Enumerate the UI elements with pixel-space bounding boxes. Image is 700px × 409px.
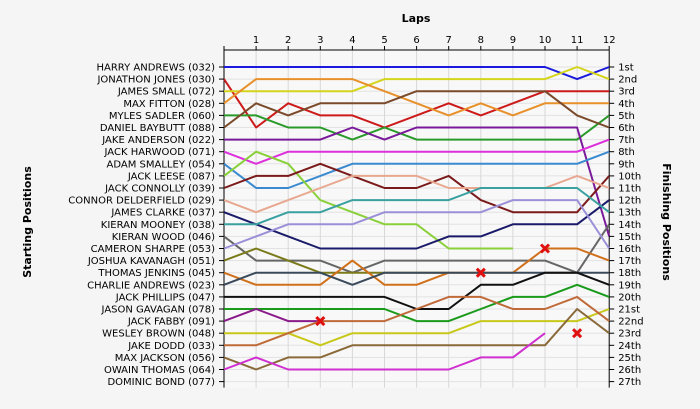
finish-position-label: 3rd: [618, 87, 635, 98]
lap-tick-label: 11: [571, 35, 584, 46]
finish-position-label: 13th: [618, 208, 641, 219]
driver-line: [223, 150, 610, 189]
finish-position-label: 1st: [618, 63, 634, 74]
finish-position-label: 4th: [618, 99, 635, 110]
start-position-label: CHARLIE ANDREWS (023): [87, 280, 215, 291]
start-position-label: MAX JACKSON (056): [115, 353, 215, 364]
series-lines: [223, 66, 611, 371]
dnf-marker: [539, 243, 551, 254]
finish-position-label: 14th: [618, 220, 641, 231]
finish-position-label: 5th: [618, 111, 635, 122]
start-position-label: CAMERON SHARPE (053): [91, 244, 215, 255]
finish-position-label: 22nd: [618, 317, 643, 328]
start-position-label: OWAIN THOMAS (064): [104, 365, 215, 376]
driver-line: [224, 114, 610, 141]
dnf-marker-stroke: [315, 316, 326, 327]
finish-position-label: 11th: [618, 184, 641, 195]
lap-tick-label: 3: [317, 35, 323, 46]
driver-line: [223, 90, 610, 129]
start-position-label: WESLEY BROWN (048): [102, 329, 215, 340]
finish-position-label: 25th: [618, 353, 641, 364]
driver-line: [223, 162, 610, 214]
driver-line: [223, 308, 610, 371]
start-position-label: JACK FABBY (091): [127, 317, 215, 328]
left-axis-label: Starting Positions: [21, 166, 34, 278]
start-position-label: KIERAN MOONEY (038): [101, 220, 215, 231]
start-position-label: HARRY ANDREWS (032): [97, 63, 216, 74]
lap-tick-label: 8: [478, 35, 484, 46]
lap-tick-label: 7: [446, 35, 452, 46]
dnf-marker: [475, 267, 486, 278]
lap-tick-label: 4: [349, 35, 355, 46]
dnf-marker: [315, 316, 326, 327]
chart-title: Laps: [402, 12, 431, 25]
start-position-label: CONNOR DELDERFIELD (029): [68, 196, 215, 207]
driver-line: [224, 66, 610, 81]
driver-line: [224, 66, 610, 93]
finish-position-label: 15th: [618, 232, 641, 243]
finish-position-label: 24th: [618, 341, 641, 352]
finish-position-label: 21st: [618, 305, 640, 316]
lap-tick-label: 10: [539, 35, 552, 46]
driver-line: [223, 332, 546, 371]
driver-line: [224, 126, 611, 237]
start-position-label: JAKE DODD (033): [127, 341, 215, 352]
finish-position-label: 16th: [618, 244, 641, 255]
start-position-label: JASON GAVAGAN (078): [101, 305, 216, 316]
finish-position-label: 6th: [618, 123, 635, 134]
dnf-marker-stroke: [572, 328, 583, 339]
driver-line: [223, 138, 610, 165]
start-position-label: JACK CONNOLLY (039): [104, 184, 215, 195]
dnf-markers: [315, 243, 583, 339]
start-position-label: MYLES SADLER (060): [109, 111, 215, 122]
lap-tick-label: 5: [381, 35, 387, 46]
start-position-label: MAX FITTON (028): [123, 99, 215, 110]
start-position-label: DOMINIC BOND (077): [107, 377, 215, 388]
start-position-label: ADAM SMALLEY (054): [107, 159, 216, 170]
finish-position-label: 8th: [618, 147, 635, 158]
lap-tick-label: 2: [285, 35, 291, 46]
dnf-marker-stroke: [475, 267, 486, 278]
start-position-label: DANIEL BAYBUTT (088): [100, 123, 215, 134]
finish-position-label: 12th: [618, 196, 641, 207]
finish-position-label: 23rd: [618, 329, 641, 340]
driver-line: [224, 187, 610, 226]
start-position-label: JACK PHILLIPS (047): [115, 292, 215, 303]
start-position-label: THOMAS JENKINS (045): [97, 268, 215, 279]
finish-position-label: 19th: [618, 280, 641, 291]
start-position-label: JAMES SMALL (072): [117, 87, 215, 98]
start-position-label: JOSHUA KAVANAGH (051): [87, 256, 215, 267]
dnf-marker: [572, 328, 583, 339]
finish-position-label: 10th: [618, 171, 641, 182]
driver-line: [224, 283, 610, 323]
finish-position-label: 17th: [618, 256, 641, 267]
lap-tick-label: 9: [510, 35, 516, 46]
start-position-label: KIERAN WOOD (046): [112, 232, 215, 243]
start-position-label: JAMES CLARKE (037): [110, 208, 215, 219]
finish-position-label: 7th: [618, 135, 635, 146]
finish-position-label: 26th: [618, 365, 641, 376]
start-position-label: JACK LEESE (087): [127, 171, 215, 182]
start-position-label: JAKE ANDERSON (022): [101, 135, 215, 146]
lap-tick-label: 1: [253, 35, 259, 46]
finish-position-label: 18th: [618, 268, 641, 279]
start-position-label: JACK HARWOOD (071): [104, 147, 216, 158]
right-axis-label: Finishing Positions: [660, 163, 673, 281]
driver-line: [224, 295, 610, 347]
driver-line: [223, 308, 321, 323]
lap-tick-label: 12: [603, 35, 616, 46]
driver-line: [223, 199, 610, 250]
finish-position-label: 2nd: [618, 75, 637, 86]
finish-position-label: 27th: [618, 377, 641, 388]
start-position-label: JONATHON JONES (030): [96, 75, 215, 86]
lap-tick-label: 6: [413, 35, 419, 46]
driver-line: [223, 78, 610, 117]
finish-position-label: 20th: [618, 292, 641, 303]
finish-position-label: 9th: [618, 159, 635, 170]
dnf-marker-stroke: [539, 243, 551, 254]
driver-line: [223, 199, 611, 250]
